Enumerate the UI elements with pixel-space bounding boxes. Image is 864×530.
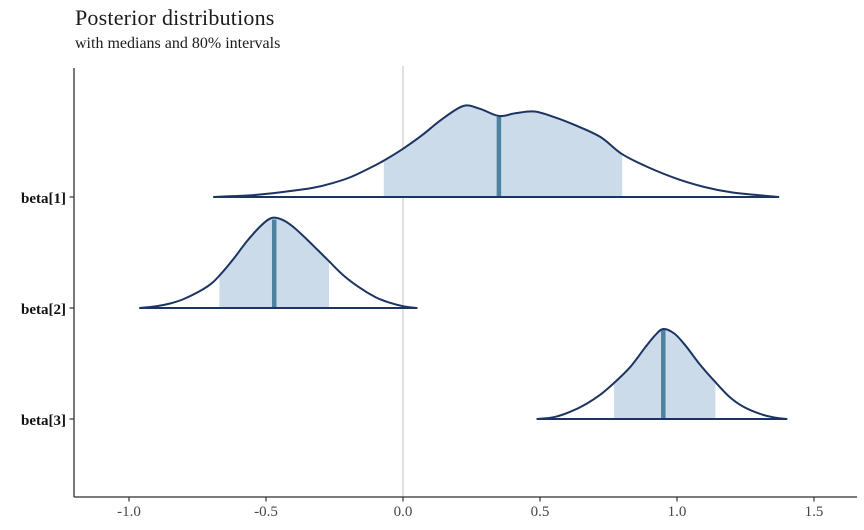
y-axis-label-beta3: beta[3] [21, 413, 66, 429]
interval-80-fill-beta[1] [383, 105, 623, 197]
density-outline-beta[3] [536, 327, 788, 420]
density-outline-beta[2] [139, 216, 418, 309]
y-axis-label-beta2: beta[2] [21, 302, 66, 318]
plot-subtitle: with medians and 80% intervals [75, 35, 281, 52]
x-tick-label: 1.5 [804, 504, 824, 520]
x-tick-label: 1.0 [667, 504, 687, 520]
interval-80-fill-beta[2] [219, 217, 329, 308]
x-tick-label: 0.0 [393, 504, 413, 520]
x-tick-label: 0.5 [530, 504, 550, 520]
x-tick-label: -0.5 [254, 504, 278, 520]
density-outline-beta[1] [212, 104, 780, 198]
y-axis-label-beta1: beta[1] [21, 191, 66, 207]
plot-title: Posterior distributions [75, 5, 275, 30]
x-tick-label: -1.0 [117, 504, 141, 520]
